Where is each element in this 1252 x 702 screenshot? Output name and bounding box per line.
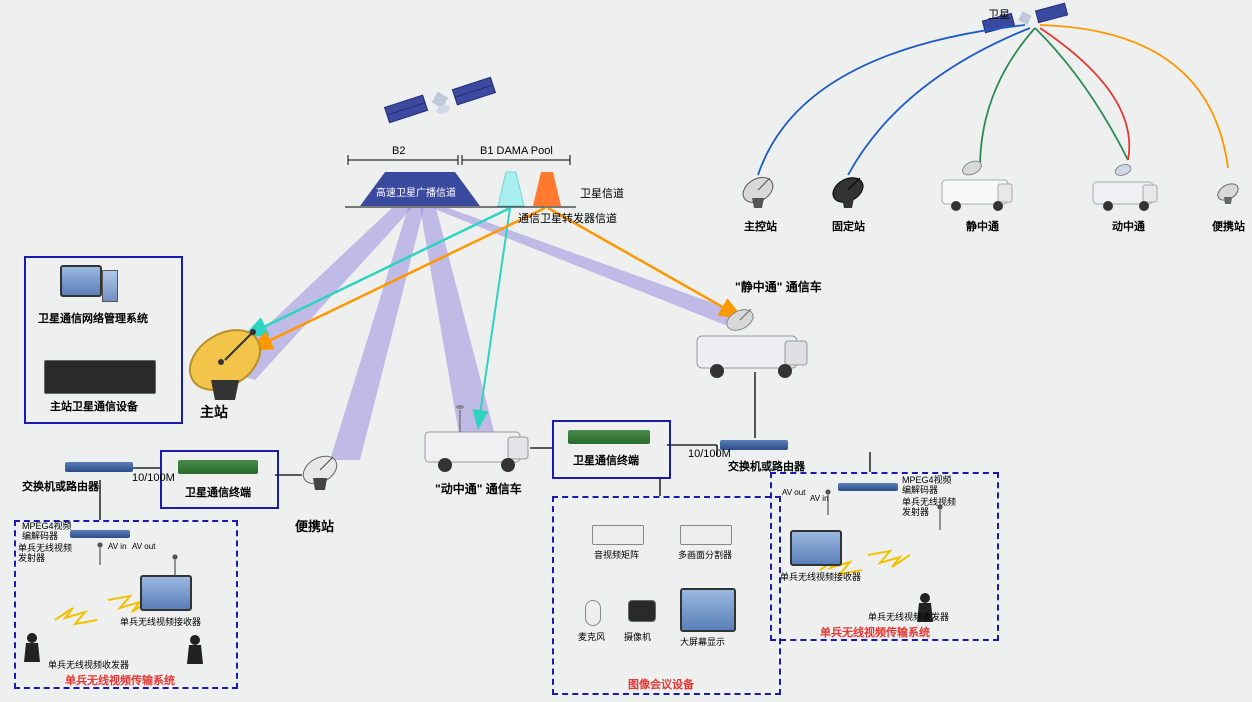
sat-curves	[758, 25, 1228, 175]
rx-monitor-right-icon	[790, 530, 842, 566]
transponder-label: 通信卫星转发器信道	[518, 210, 617, 226]
orange-arrow-1	[250, 208, 545, 350]
avin-left-label: AV in	[108, 542, 127, 551]
main-station-label: 主站	[200, 402, 228, 422]
pc-monitor-icon	[60, 265, 102, 297]
mobile-vehicle-label: "动中通" 通信车	[435, 480, 522, 497]
satellite-left-icon	[385, 77, 496, 122]
bigscreen-icon	[680, 588, 736, 632]
terminal-right-icon	[568, 430, 650, 444]
terminal-right-box	[552, 420, 671, 479]
av-matrix-label: 音视频矩阵	[594, 548, 639, 561]
rx-left-label: 单兵无线视频接收器	[120, 615, 201, 628]
sat-channel-label: 卫星信道	[580, 185, 624, 201]
rx-monitor-left-icon	[140, 575, 192, 611]
videoconf-box	[552, 496, 781, 695]
portable-label: 便携站	[1212, 218, 1245, 234]
multiscreen-label: 多画面分割器	[678, 548, 732, 561]
mpeg4-right-label: MPEG4视频编解码器	[902, 476, 957, 496]
b1-dama-label: B1 DAMA Pool	[480, 145, 553, 157]
rate-right-label: 10/100M	[688, 448, 718, 460]
terminal-left-box	[160, 450, 279, 509]
tx-left-label: 单兵无线视频发射器	[18, 544, 73, 564]
main-equipment-icon	[44, 360, 156, 394]
terminal-left-label: 卫星通信终端	[185, 484, 251, 500]
mic-label: 麦克风	[578, 630, 605, 643]
sat-top-label: 卫星	[988, 6, 1010, 22]
wireless-left-title: 单兵无线视频传输系统	[65, 672, 175, 688]
encoder-right-icon	[838, 483, 898, 491]
rate-left-label: 10/100M	[132, 472, 162, 484]
nms-label: 卫星通信网络管理系统	[38, 310, 148, 326]
switch-left-label: 交换机或路由器	[22, 478, 99, 494]
avout-right2-label: AV out	[782, 488, 805, 497]
beams-purple	[220, 208, 755, 460]
portable-dish-icon	[298, 451, 341, 490]
static-comm-label: 静中通	[966, 218, 999, 234]
high-speed-channel-label: 高速卫星广播信道	[376, 184, 456, 199]
terminal-right-label: 卫星通信终端	[573, 452, 639, 468]
mobile-van-icon	[425, 405, 528, 472]
rx-right-label: 单兵无线视频接收器	[780, 570, 861, 583]
videoconf-title: 图像会议设备	[628, 676, 694, 692]
teal-arrow	[245, 208, 510, 336]
wireless-right-title: 单兵无线视频传输系统	[820, 624, 930, 640]
txrx-left-label: 单兵无线视频收发器	[48, 658, 129, 671]
static-van-icon	[697, 305, 807, 378]
mic-icon	[585, 600, 601, 626]
top-right-stations	[739, 158, 1241, 211]
fixed-station-label: 固定站	[832, 218, 865, 234]
main-equipment-label: 主站卫星通信设备	[50, 398, 138, 414]
pc-tower-icon	[102, 270, 118, 302]
tx-right-label: 单兵无线视频发射器	[902, 498, 957, 518]
camera-icon	[628, 600, 656, 622]
switch-left-icon	[65, 462, 133, 472]
mpeg4-left-label: MPEG4视频编解码器	[22, 522, 77, 542]
switch-right-label: 交换机或路由器	[728, 458, 805, 474]
mobile-comm-label: 动中通	[1112, 218, 1145, 234]
portable-station-label: 便携站	[295, 516, 334, 535]
static-vehicle-label: "静中通" 通信车	[735, 278, 822, 295]
main-ctrl-label: 主控站	[744, 218, 777, 234]
avin-right-label: AV in	[810, 494, 829, 503]
main-dish-icon	[179, 318, 271, 402]
terminal-left-icon	[178, 460, 258, 474]
encoder-left-icon	[70, 530, 130, 538]
bigscreen-label: 大屏幕显示	[680, 635, 725, 648]
spectrum-block	[345, 155, 576, 207]
camera-label: 摄像机	[624, 630, 651, 643]
multiscreen-icon	[680, 525, 732, 545]
av-matrix-icon	[592, 525, 644, 545]
txrx-right-label: 单兵无线视频收发器	[868, 610, 949, 623]
b2-label: B2	[392, 145, 405, 157]
avout-left-label: AV out	[132, 542, 155, 551]
